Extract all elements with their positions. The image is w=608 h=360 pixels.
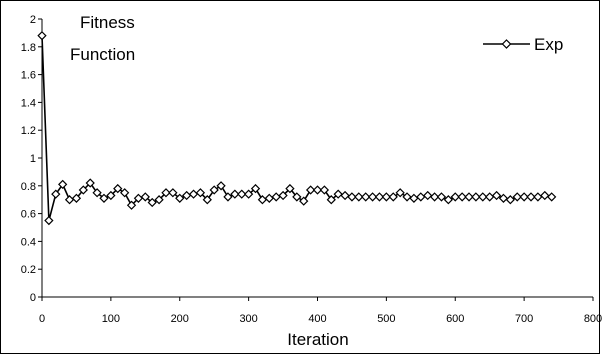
y-tick-label: 1.4 [21,97,36,109]
data-point [443,195,454,205]
data-point [285,183,295,194]
data-point [305,185,316,195]
data-point [278,190,288,201]
y-tick-label: 0.8 [21,181,36,193]
y-tick-label: 2 [30,14,36,26]
y-tick-label: 0.6 [21,209,36,221]
x-tick-label: 700 [515,313,533,325]
data-point [58,179,68,190]
x-tick-label: 800 [584,313,602,325]
data-point [354,192,364,202]
data-point [126,200,137,210]
y-tick-label: 1.8 [21,42,36,54]
data-point [113,183,123,194]
data-point [333,189,343,199]
x-tick-label: 600 [446,313,464,325]
data-point [519,192,529,202]
data-point [464,192,474,202]
x-axis-label: Iteration [287,330,348,349]
data-point [361,192,371,202]
data-point [312,185,323,195]
data-point [367,192,378,202]
data-point [374,192,385,202]
data-point [243,189,254,199]
data-point [202,195,212,205]
data-point [106,190,116,201]
data-point [223,192,233,202]
data-point [423,190,433,201]
data-point [526,192,536,202]
data-point [85,178,95,188]
data-point [292,192,302,202]
data-point [505,195,515,205]
data-point [71,193,82,203]
x-tick-label: 100 [102,313,120,325]
data-point [478,192,488,202]
x-tick-label: 400 [308,313,326,325]
data-point [37,31,47,41]
legend: Exp [483,35,563,54]
legend-marker [501,39,512,49]
data-point [512,192,522,202]
data-point [120,188,130,198]
data-point [168,188,178,198]
data-point [388,192,398,202]
data-point [161,188,171,198]
legend-label: Exp [534,35,563,54]
data-point [347,192,357,202]
data-point [147,197,157,208]
data-point [547,192,557,202]
data-point [92,188,102,198]
data-point [395,188,405,198]
data-point [209,185,219,195]
data-point [216,181,226,191]
y-tick-label: 0.4 [21,236,36,248]
data-point [195,188,206,198]
data-point [154,195,164,205]
data-point [230,189,240,199]
data-point [402,192,412,202]
data-point [78,185,88,195]
data-point [491,190,502,201]
x-tick-label: 300 [239,313,257,325]
y-tick-label: 1.2 [21,125,36,137]
data-point [51,189,61,199]
data-point [140,192,150,202]
data-point [498,193,509,203]
y-axis-label-line-1: Fitness [80,13,135,32]
y-tick-label: 0.2 [21,264,36,276]
x-tick-label: 200 [171,313,189,325]
series-layer [37,31,557,226]
y-tick-label: 1 [30,153,36,165]
y-axis-label-line-2: Function [70,45,135,64]
y-tick-label: 0 [30,292,36,304]
data-point [429,192,440,202]
data-point [250,183,261,194]
data-point [457,192,467,202]
y-tick-label: 1.6 [21,70,36,82]
x-tick-label: 500 [377,313,395,325]
data-point [237,189,247,199]
data-point [299,196,309,206]
data-point [471,192,481,202]
data-point [436,192,447,202]
data-point [44,215,54,226]
data-point [326,195,336,205]
data-point [319,185,330,195]
x-tick-label: 0 [39,313,45,325]
data-point [450,192,460,202]
data-point [99,193,109,203]
data-point [381,192,392,202]
axes: 0 0.2 0.4 0.6 0.8 1 1.2 1.4 1.6 1.8 2 0 100 200 300 400… [21,14,602,325]
data-point [340,190,350,201]
data-point [175,193,185,203]
chart-frame [0,0,600,354]
data-point [540,190,550,201]
